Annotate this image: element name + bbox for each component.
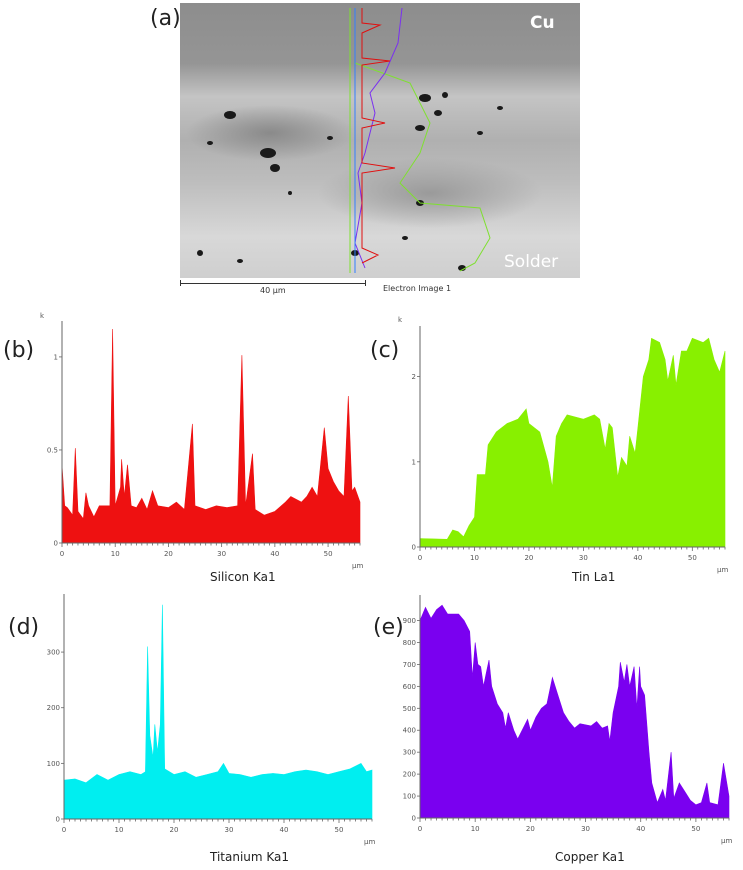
x-tick-label: 50	[335, 826, 344, 834]
panel-label-b: (b)	[3, 338, 34, 363]
x-tick-label: 20	[170, 826, 179, 834]
sem-overlay	[197, 7, 503, 273]
scale-bar-tick	[180, 280, 181, 286]
x-tick-label: 40	[636, 825, 645, 833]
scale-bar	[180, 283, 366, 284]
y-tick-label: 800	[403, 639, 416, 647]
area-series-tin-la1	[419, 337, 726, 548]
y-tick-label: 300	[403, 749, 416, 757]
solder-region-label: Solder	[504, 252, 559, 272]
chart-title: Tin La1	[571, 570, 615, 584]
chart-d: 0 10 20 30 40 50 0 100 200 300 µm Titanium Ka1 (d)	[8, 594, 375, 864]
y-tick-label: 0	[54, 540, 58, 548]
x-axis-unit: µm	[717, 566, 728, 574]
y-tick-label: 700	[403, 661, 416, 669]
x-tick-label: 10	[111, 550, 120, 558]
y-tick-label: 500	[403, 705, 416, 713]
area-series-titanium-ka1	[63, 604, 373, 820]
sem-electron-image: Cu Solder	[180, 3, 580, 278]
chart-title: Titanium Ka1	[209, 850, 289, 864]
x-tick-label: 40	[270, 550, 279, 558]
x-tick-label: 50	[688, 554, 697, 562]
y-tick-label: 900	[403, 617, 416, 625]
chart-b: 0 10 20 30 40 50 0 0.5 1 µm k Silicon Ka1 (b)	[3, 312, 363, 584]
y-tick-label: 0	[412, 815, 416, 823]
y-axis-unit: k	[40, 312, 45, 320]
x-tick-label: 30	[581, 825, 590, 833]
panel-label-a: (a)	[150, 6, 181, 31]
y-tick-label: 1	[412, 458, 416, 466]
chart-c: 0 10 20 30 40 50 0 1 2 µm k Tin La1 (c)	[370, 316, 728, 584]
x-tick-label: 0	[418, 825, 422, 833]
scale-bar-tick	[365, 280, 366, 286]
panel-label-d: (d)	[8, 615, 39, 640]
chart-e: 0 10 20 30 40 500100200300400500600700800900µ…	[373, 595, 732, 864]
x-tick-label: 20	[524, 554, 533, 562]
y-axis-unit: k	[398, 316, 403, 324]
x-tick-label: 10	[470, 554, 479, 562]
x-tick-label: 40	[633, 554, 642, 562]
chart-title: Copper Ka1	[555, 850, 625, 864]
area-series-silicon-ka1	[61, 328, 361, 544]
x-tick-label: 40	[280, 826, 289, 834]
y-tick-label: 0.5	[47, 446, 58, 454]
x-tick-label: 30	[579, 554, 588, 562]
y-tick-label: 400	[403, 727, 416, 735]
x-tick-label: 50	[324, 550, 333, 558]
x-axis-unit: µm	[721, 837, 732, 845]
sem-line-scan-silicon	[361, 8, 396, 264]
y-tick-label: 1	[54, 353, 58, 361]
y-tick-label: 200	[47, 704, 60, 712]
panel-label-c: (c)	[370, 338, 399, 363]
x-axis-unit: µm	[364, 838, 375, 846]
x-tick-label: 10	[471, 825, 480, 833]
y-tick-label: 200	[403, 771, 416, 779]
y-tick-label: 600	[403, 683, 416, 691]
area-series-copper-ka1	[419, 604, 730, 819]
x-tick-label: 10	[115, 826, 124, 834]
x-tick-label: 0	[60, 550, 64, 558]
y-tick-label: 2	[412, 373, 416, 381]
x-tick-label: 30	[217, 550, 226, 558]
image-caption: Electron Image 1	[383, 284, 452, 293]
y-tick-label: 300	[47, 649, 60, 657]
chart-title: Silicon Ka1	[210, 570, 276, 584]
y-tick-label: 0	[412, 544, 416, 552]
y-tick-label: 0	[56, 816, 60, 824]
x-tick-label: 50	[691, 825, 700, 833]
x-tick-label: 20	[526, 825, 535, 833]
cu-region-label: Cu	[530, 13, 555, 33]
x-tick-label: 30	[225, 826, 234, 834]
y-tick-label: 100	[47, 760, 60, 768]
x-axis-unit: µm	[352, 562, 363, 570]
sem-line-scan-copper	[354, 7, 403, 269]
x-tick-label: 0	[418, 554, 422, 562]
scale-bar-label: 40 µm	[260, 286, 286, 295]
x-tick-label: 20	[164, 550, 173, 558]
x-tick-label: 0	[62, 826, 66, 834]
panel-label-e: (e)	[373, 615, 404, 640]
y-tick-label: 100	[403, 793, 416, 801]
